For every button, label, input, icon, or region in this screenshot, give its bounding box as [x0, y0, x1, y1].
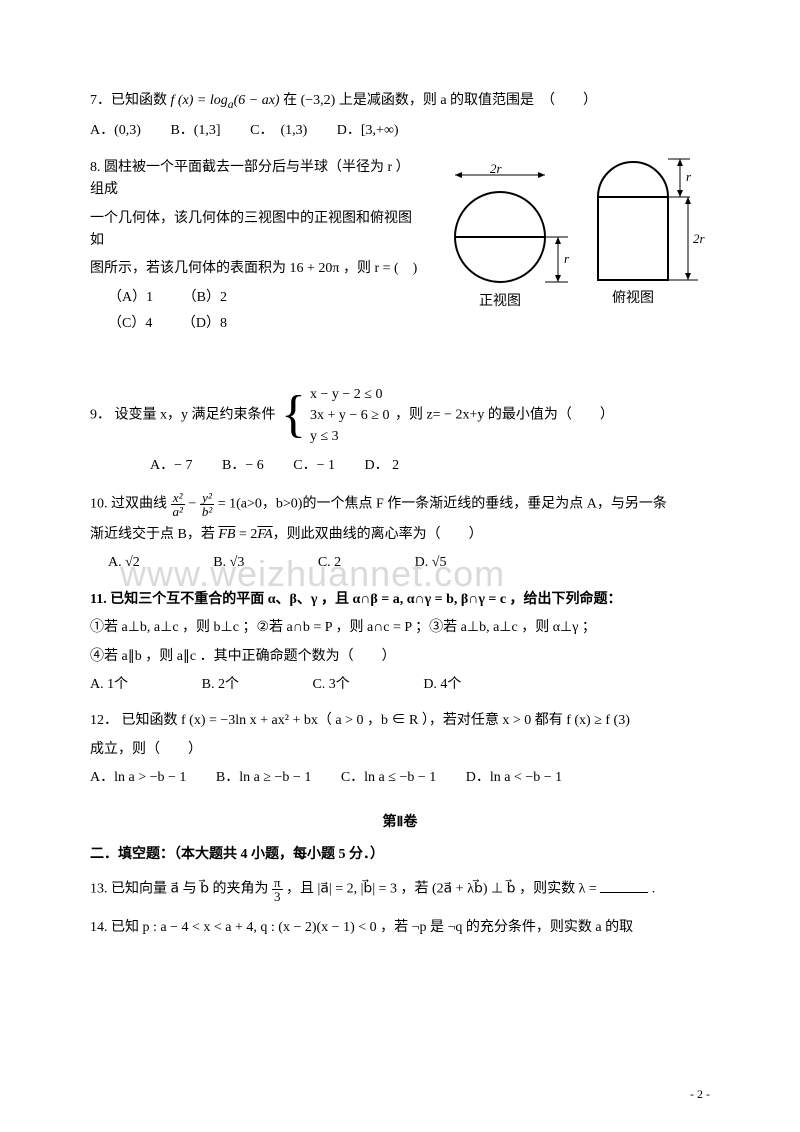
q8-opt-d: （D）8 — [182, 313, 227, 335]
section-2-title: 第Ⅱ卷 — [90, 812, 710, 834]
q12-opt-a: A．ln a > −b − 1 — [90, 767, 186, 789]
q11-line2: ①若 a⊥b, a⊥c ，则 b⊥c ；②若 a∩b = P ，则 a∩c = … — [90, 617, 710, 639]
q10-line1: 10. 过双曲线 x²a² − y²b² = 1(a>0，b>0)的一个焦点 F… — [90, 491, 710, 518]
q8-figures: 2r r 正视图 r — [430, 157, 710, 335]
q7-formula-1: f (x) = log — [171, 93, 228, 108]
q9-text-b: ，则 z= − 2x+y 的最小值为（ ） — [395, 407, 614, 422]
q13-text-b: ，且 |a⃗| = 2, |b⃗| = 3 ，若 (2a⃗ + λb⃗) ⊥ b… — [286, 882, 600, 897]
frac2-den: b² — [200, 505, 214, 518]
q9-opt-b: B．− 6 — [222, 455, 264, 477]
q10-line2b: ，则此双曲线的离心率为（ ） — [273, 527, 483, 542]
question-9: 9． 设变量 x，y 满足约束条件 { x − y − 2 ≤ 0 3x + y… — [90, 382, 710, 477]
q11-opt-d: D. 4个 — [423, 674, 461, 696]
question-12: 12． 已知函数 f (x) = −3ln x + ax² + bx（ a > … — [90, 710, 710, 789]
q7-text-b: 在 (−3,2) 上是减函数，则 a 的取值范围是 （ ） — [283, 93, 597, 108]
svg-text:2r: 2r — [490, 161, 503, 176]
q7-stem: 7．已知函数 f (x) = loga(6 − ax) 在 (−3,2) 上是减… — [90, 90, 710, 114]
q13-frac-num: π — [272, 876, 283, 890]
q12-line1: 12． 已知函数 f (x) = −3ln x + ax² + bx（ a > … — [90, 710, 710, 732]
q11-opt-b: B. 2个 — [202, 674, 239, 696]
q12-options: A．ln a > −b − 1 B．ln a ≥ −b − 1 C．ln a ≤… — [90, 767, 710, 789]
q9-opt-a: A．− 7 — [150, 455, 193, 477]
q7-text-a: 7．已知函数 — [90, 93, 171, 108]
q7-opt-a: A．(0,3) — [90, 120, 141, 142]
q13-line: 13. 已知向量 a⃗ 与 b⃗ 的夹角为 π3 ，且 |a⃗| = 2, |b… — [90, 876, 710, 903]
q10-minus: − — [188, 497, 196, 512]
sys-l2: 3x + y − 6 ≥ 0 — [310, 405, 389, 426]
q10-opt-c: C. 2 — [318, 552, 341, 574]
views-diagram: 2r r 正视图 r — [430, 157, 710, 327]
q9-stem: 9． 设变量 x，y 满足约束条件 { x − y − 2 ≤ 0 3x + y… — [90, 382, 710, 449]
q10-line2: 渐近线交于点 B，若 FB = 2FA，则此双曲线的离心率为（ ） — [90, 524, 710, 546]
q11-opt-a: A. 1个 — [90, 674, 128, 696]
q9-opt-c: C．− 1 — [293, 455, 335, 477]
q11-line1: 11. 已知三个互不重合的平面 α、β、γ ，且 α∩β = a, α∩γ = … — [90, 589, 710, 611]
frac2-num: y² — [200, 491, 214, 505]
q10-mid: = 2 — [235, 527, 257, 542]
q10-opt-d: D. √5 — [415, 552, 447, 574]
q9-text-a: 9． 设变量 x，y 满足约束条件 — [90, 407, 276, 422]
q12-opt-c: C．ln a ≤ −b − 1 — [341, 767, 436, 789]
frac1-den: a² — [171, 505, 185, 518]
q9-opt-d: D． 2 — [364, 455, 399, 477]
question-14: 14. 已知 p : a − 4 < x < a + 4, q : (x − 2… — [90, 917, 710, 939]
q11-line3: ④若 a∥b ，则 a∥c ．其中正确命题个数为（ ） — [90, 646, 710, 668]
q10-eq: = 1(a>0，b>0)的一个焦点 F 作一条渐近线的垂线，垂足为点 A，与另一… — [218, 497, 667, 512]
vec-fb: FB — [218, 527, 235, 542]
sys-l1: x − y − 2 ≤ 0 — [310, 384, 389, 405]
q8-opt-c: （C）4 — [108, 313, 152, 335]
q7-opt-c: C． (1,3) — [250, 120, 307, 142]
question-10: 10. 过双曲线 x²a² − y²b² = 1(a>0，b>0)的一个焦点 F… — [90, 491, 710, 575]
q7-formula-2: (6 − ax) — [234, 93, 280, 108]
q11-l1: 11. 已知三个互不重合的平面 α、β、γ ，且 α∩β = a, α∩γ = … — [90, 592, 622, 607]
sys-l3: y ≤ 3 — [310, 426, 389, 447]
question-11: 11. 已知三个互不重合的平面 α、β、γ ，且 α∩β = a, α∩γ = … — [90, 589, 710, 697]
svg-text:r: r — [686, 169, 692, 184]
svg-text:2r: 2r — [693, 231, 706, 246]
q10-opt-b: B. √3 — [213, 552, 244, 574]
svg-text:r: r — [564, 251, 570, 266]
q10-text-a: 10. 过双曲线 — [90, 497, 167, 512]
q11-options: A. 1个 B. 2个 C. 3个 D. 4个 — [90, 674, 710, 696]
q14-line: 14. 已知 p : a − 4 < x < a + 4, q : (x − 2… — [90, 917, 710, 939]
question-8: 2r r 正视图 r — [90, 157, 710, 340]
q8-opt-b: （B）2 — [183, 287, 227, 309]
q12-opt-d: D．ln a < −b − 1 — [466, 767, 562, 789]
q12-line2: 成立，则（ ） — [90, 739, 710, 761]
q10-line2a: 渐近线交于点 B，若 — [90, 527, 218, 542]
q8-opt-a: （A）1 — [108, 287, 153, 309]
q7-opt-b: B．(1,3] — [170, 120, 220, 142]
svg-text:正视图: 正视图 — [479, 293, 521, 309]
q13-tail: . — [652, 882, 656, 897]
section-2-subtitle: 二．填空题：（本大题共 4 小题，每小题 5 分．） — [90, 844, 710, 866]
question-13: 13. 已知向量 a⃗ 与 b⃗ 的夹角为 π3 ，且 |a⃗| = 2, |b… — [90, 876, 710, 903]
blank-13 — [600, 879, 648, 893]
q11-opt-c: C. 3个 — [312, 674, 349, 696]
vec-fa: FA — [257, 527, 272, 542]
q13-text-a: 13. 已知向量 a⃗ 与 b⃗ 的夹角为 — [90, 882, 272, 897]
q7-opt-d: D．[3,+∞) — [337, 120, 399, 142]
frac1-num: x² — [171, 491, 185, 505]
q10-opt-a: A. √2 — [108, 552, 140, 574]
q10-options: A. √2 B. √3 C. 2 D. √5 — [90, 552, 710, 574]
svg-text:俯视图: 俯视图 — [612, 290, 654, 306]
page-number: - 2 - — [690, 1085, 710, 1104]
question-7: 7．已知函数 f (x) = loga(6 − ax) 在 (−3,2) 上是减… — [90, 90, 710, 143]
constraint-system: { x − y − 2 ≤ 0 3x + y − 6 ≥ 0 y ≤ 3 — [279, 382, 391, 449]
q12-opt-b: B．ln a ≥ −b − 1 — [216, 767, 311, 789]
q7-options: A．(0,3) B．(1,3] C． (1,3) D．[3,+∞) — [90, 120, 710, 142]
q13-frac-den: 3 — [272, 890, 283, 903]
q9-options: A．− 7 B．− 6 C．− 1 D． 2 — [90, 455, 710, 477]
